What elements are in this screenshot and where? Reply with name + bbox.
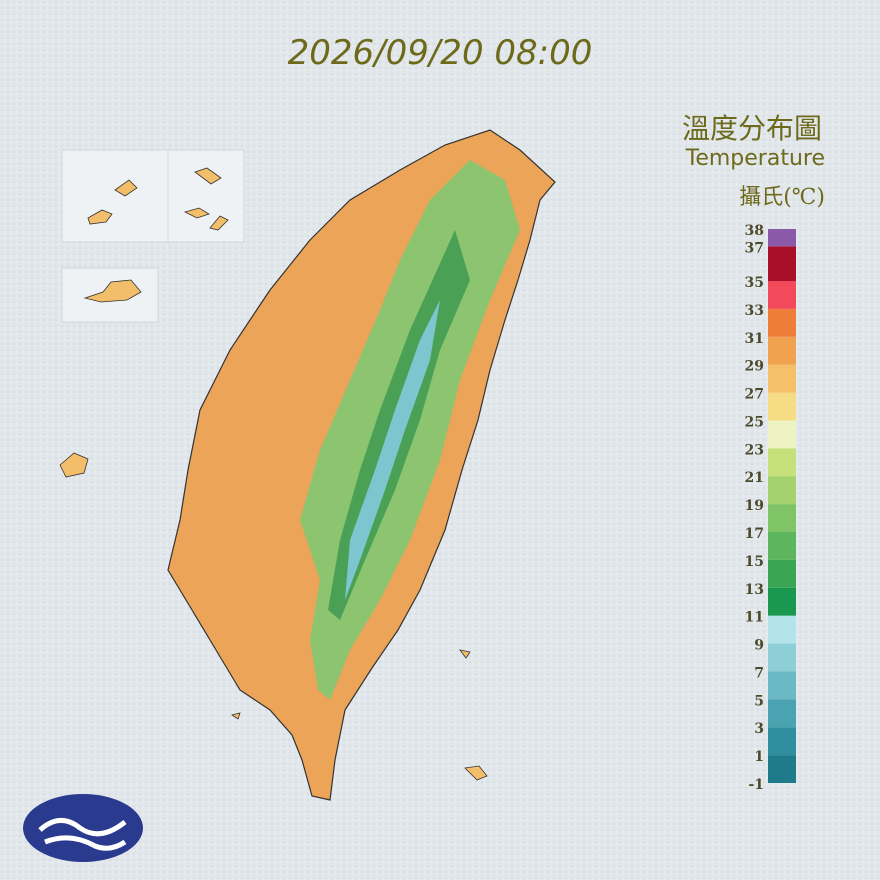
legend-label: 15 [745,554,764,570]
legend-label: 7 [754,665,764,681]
taiwan-map [59,129,556,801]
legend-label: 35 [745,275,764,291]
legend-label: -1 [748,777,764,793]
legend-swatch [768,643,796,672]
legend-swatch [768,336,796,365]
legend-label: 25 [745,414,764,430]
legend-label: 37 [745,240,764,256]
legend-swatch [768,559,796,588]
legend-label: 38 [745,223,764,239]
legend-label: 3 [754,721,764,737]
legend-swatch [768,420,796,449]
legend-label: 29 [745,359,764,375]
legend-label: 13 [745,582,764,598]
legend-label: 5 [754,693,764,709]
legend-label: 23 [745,442,764,458]
legend-swatch [768,587,796,616]
timestamp: 2026/09/20 08:00 [288,33,593,73]
legend-swatch [768,364,796,393]
inset-boxes [61,149,245,323]
legend-swatch [768,392,796,421]
legend-swatch [768,532,796,560]
legend-swatch [768,671,796,700]
legend-label: 19 [745,498,764,514]
legend-swatch [768,755,796,783]
legend-label: 21 [745,470,764,486]
legend-label: 33 [745,303,764,319]
legend-label: 9 [754,638,764,654]
legend-swatch [768,727,796,756]
legend-swatch [768,281,796,309]
legend-swatch [768,504,796,532]
legend-label: 31 [745,331,764,347]
legend-swatch [768,229,796,247]
unit: 攝氏(℃) [739,185,825,210]
legend-label: 27 [745,387,764,403]
legend-swatch [768,615,796,644]
legend-swatch [768,308,796,337]
logo [23,794,143,862]
legend-swatch [768,699,796,728]
legend-swatch [768,448,796,477]
legend-swatch [768,476,796,505]
legend-swatch [768,246,796,281]
legend-label: 1 [754,749,764,765]
legend-label: 11 [745,610,764,626]
legend-label: 17 [745,526,764,542]
title: 溫度分布圖 [682,112,822,145]
subtitle: Temperature [685,146,825,171]
